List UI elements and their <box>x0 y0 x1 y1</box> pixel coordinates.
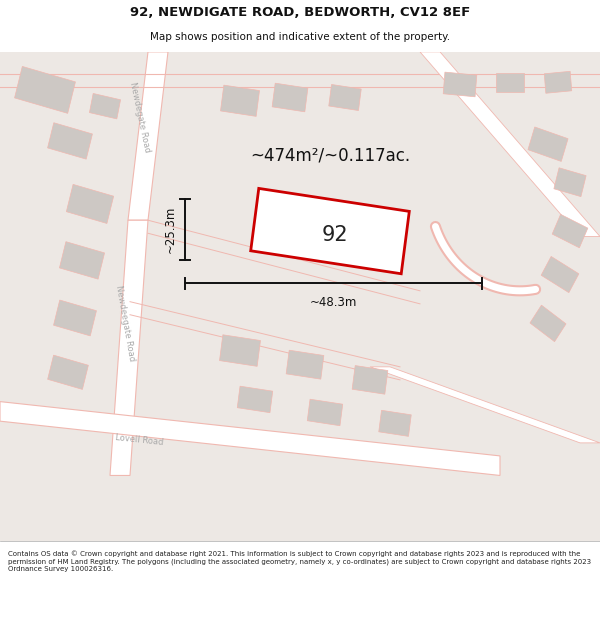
Text: Lovell Road: Lovell Road <box>115 432 164 447</box>
Polygon shape <box>530 305 566 342</box>
Polygon shape <box>89 94 121 119</box>
Polygon shape <box>420 52 600 236</box>
Polygon shape <box>541 256 579 293</box>
Polygon shape <box>128 52 168 220</box>
Text: Contains OS data © Crown copyright and database right 2021. This information is : Contains OS data © Crown copyright and d… <box>8 551 591 572</box>
Polygon shape <box>528 127 568 161</box>
Text: Newdeegate Road: Newdeegate Road <box>114 284 136 362</box>
Polygon shape <box>59 242 104 279</box>
Polygon shape <box>544 71 572 93</box>
Text: ~25.3m: ~25.3m <box>164 206 177 253</box>
Polygon shape <box>0 402 500 476</box>
Polygon shape <box>237 386 273 412</box>
Polygon shape <box>53 300 97 336</box>
Polygon shape <box>329 84 361 111</box>
Text: Newdegate Road: Newdegate Road <box>128 81 152 153</box>
Polygon shape <box>67 184 113 224</box>
Polygon shape <box>352 366 388 394</box>
Polygon shape <box>554 168 586 197</box>
Polygon shape <box>370 367 600 443</box>
Polygon shape <box>496 72 524 92</box>
Polygon shape <box>47 355 88 389</box>
Text: 92: 92 <box>322 226 349 246</box>
Polygon shape <box>443 72 477 97</box>
Text: ~48.3m: ~48.3m <box>310 296 357 309</box>
Polygon shape <box>379 410 411 436</box>
Polygon shape <box>220 335 260 366</box>
Text: Map shows position and indicative extent of the property.: Map shows position and indicative extent… <box>150 32 450 43</box>
Polygon shape <box>307 399 343 426</box>
Polygon shape <box>251 188 409 274</box>
Polygon shape <box>286 350 324 379</box>
Polygon shape <box>47 122 92 159</box>
Polygon shape <box>14 66 76 113</box>
Text: ~474m²/~0.117ac.: ~474m²/~0.117ac. <box>250 146 410 164</box>
Polygon shape <box>110 220 148 476</box>
Polygon shape <box>272 83 308 112</box>
Polygon shape <box>221 85 259 116</box>
Polygon shape <box>552 214 588 248</box>
Text: 92, NEWDIGATE ROAD, BEDWORTH, CV12 8EF: 92, NEWDIGATE ROAD, BEDWORTH, CV12 8EF <box>130 6 470 19</box>
